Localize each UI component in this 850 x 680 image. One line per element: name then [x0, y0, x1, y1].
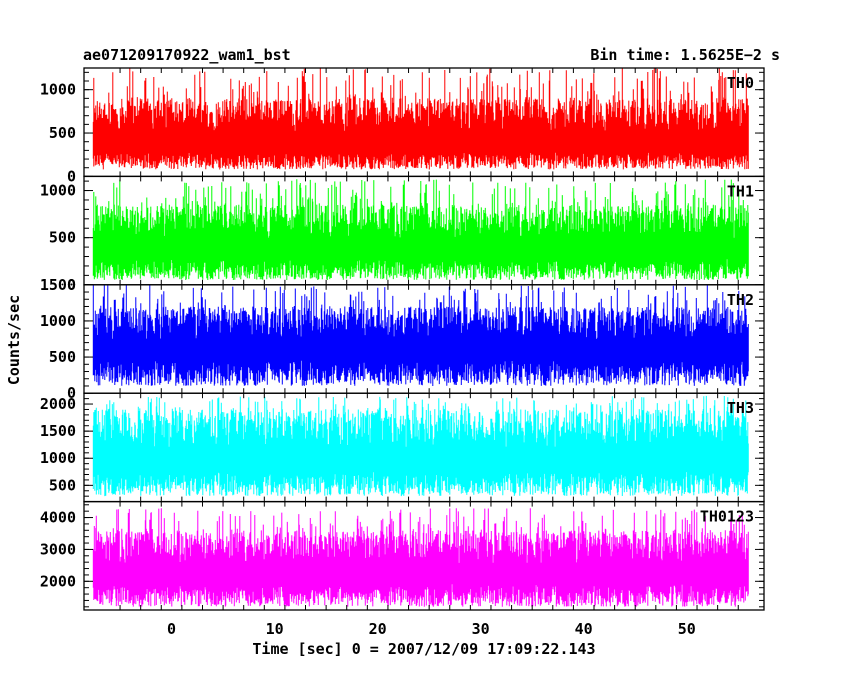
y-tick-label: 2000	[40, 572, 76, 590]
panel-th0: 0 500 1000 TH0	[40, 67, 765, 185]
panel-th3: 500 1000 1500 2000 TH3	[40, 392, 765, 503]
y-tick-label: 4000	[40, 509, 76, 527]
series-line-th1	[92, 179, 749, 280]
series-line-th0	[92, 68, 749, 170]
x-tick-label: 30	[472, 620, 490, 638]
y-tick-label: 1000	[40, 449, 76, 467]
panel-label-th2: TH2	[727, 291, 754, 309]
observation-id-label: ae071209170922_wam1_bst	[83, 46, 291, 64]
y-tick-label: 500	[49, 476, 76, 494]
y-tick-label: 2000	[40, 395, 76, 413]
panel-label-th0123: TH0123	[700, 508, 754, 526]
panel-label-th0: TH0	[727, 74, 754, 92]
y-tick-label: 1500	[40, 276, 76, 294]
panel-th1: 0 500 1000 TH1	[40, 175, 765, 294]
y-tick-label: 0	[67, 167, 76, 185]
series-line-th3	[92, 395, 749, 497]
y-tick-label: 0	[67, 384, 76, 402]
panel-th0123: 2000 3000 4000 TH0123	[40, 500, 765, 611]
y-tick-label: 500	[49, 229, 76, 247]
y-tick-label: 1000	[40, 312, 76, 330]
panel-th2: 0 500 1000 1500 TH2	[40, 276, 765, 402]
series-line-th0123	[92, 508, 749, 607]
panel-label-th1: TH1	[727, 182, 754, 200]
y-tick-label: 500	[49, 124, 76, 142]
y-tick-label: 0	[67, 276, 76, 294]
x-tick-label: 0	[167, 620, 176, 638]
panel-label-th3: TH3	[727, 399, 754, 417]
series-line-th2	[92, 284, 749, 386]
y-axis-label: Counts/sec	[5, 295, 23, 385]
x-tick-label: 50	[678, 620, 696, 638]
panels-group: 0 500 1000 TH0 0 500 1000 TH1 0 500 1000 1500 TH2 500…	[40, 67, 765, 611]
y-tick-label: 3000	[40, 540, 76, 558]
y-tick-label: 1000	[40, 182, 76, 200]
y-tick-label: 1000	[40, 81, 76, 99]
y-tick-label: 1500	[40, 422, 76, 440]
x-tick-label: 10	[266, 620, 284, 638]
x-axis-label: Time [sec] 0 = 2007/12/09 17:09:22.143	[252, 640, 595, 658]
x-tick-label: 20	[369, 620, 387, 638]
bin-time-label: Bin time: 1.5625E−2 s	[590, 46, 780, 64]
x-tick-label: 40	[575, 620, 593, 638]
y-tick-label: 500	[49, 348, 76, 366]
x-axis: 0 10 20 30 40 50	[167, 620, 696, 638]
